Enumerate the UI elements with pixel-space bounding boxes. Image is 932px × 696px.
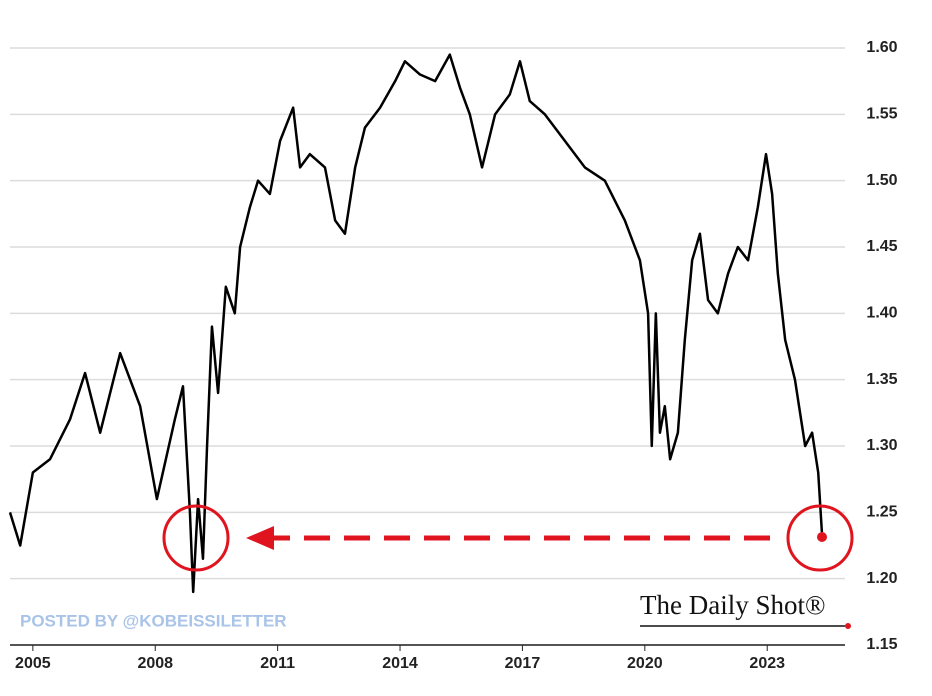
highlight-circle [162, 504, 230, 572]
x-tick-label: 2014 [382, 655, 418, 672]
x-tick-label: 2005 [15, 655, 51, 672]
x-tick-label: 2008 [137, 655, 173, 672]
y-tick-label: 1.45 [866, 238, 897, 255]
arrow-head [246, 526, 274, 550]
grid: 1.15 1.20 1.25 1.30 1.35 1.40 1.45 1.50 1.55 1.60… [10, 39, 898, 672]
x-tick-label: 2011 [260, 655, 295, 672]
y-tick-label: 1.20 [866, 570, 897, 587]
x-tick-label: 2017 [505, 655, 541, 672]
y-tick-label: 1.40 [866, 305, 897, 322]
watermark: POSTED BY @KOBEISSILETTER [20, 611, 287, 630]
end-dot [817, 532, 827, 542]
price-line [8, 53, 824, 594]
y-tick-label: 1.60 [866, 39, 897, 56]
y-tick-label: 1.55 [866, 106, 897, 123]
x-tick-label: 2023 [749, 655, 785, 672]
y-tick-label: 1.25 [866, 504, 897, 521]
y-tick-label: 1.15 [866, 636, 897, 653]
source-logo: The Daily Shot® [640, 590, 826, 620]
logo-dot [845, 623, 851, 629]
y-tick-label: 1.50 [866, 172, 897, 189]
y-tick-label: 1.35 [866, 371, 897, 388]
y-tick-label: 1.30 [866, 437, 897, 454]
x-tick-label: 2020 [627, 655, 663, 672]
plot-area [8, 53, 824, 594]
highlight-circle [786, 504, 854, 572]
